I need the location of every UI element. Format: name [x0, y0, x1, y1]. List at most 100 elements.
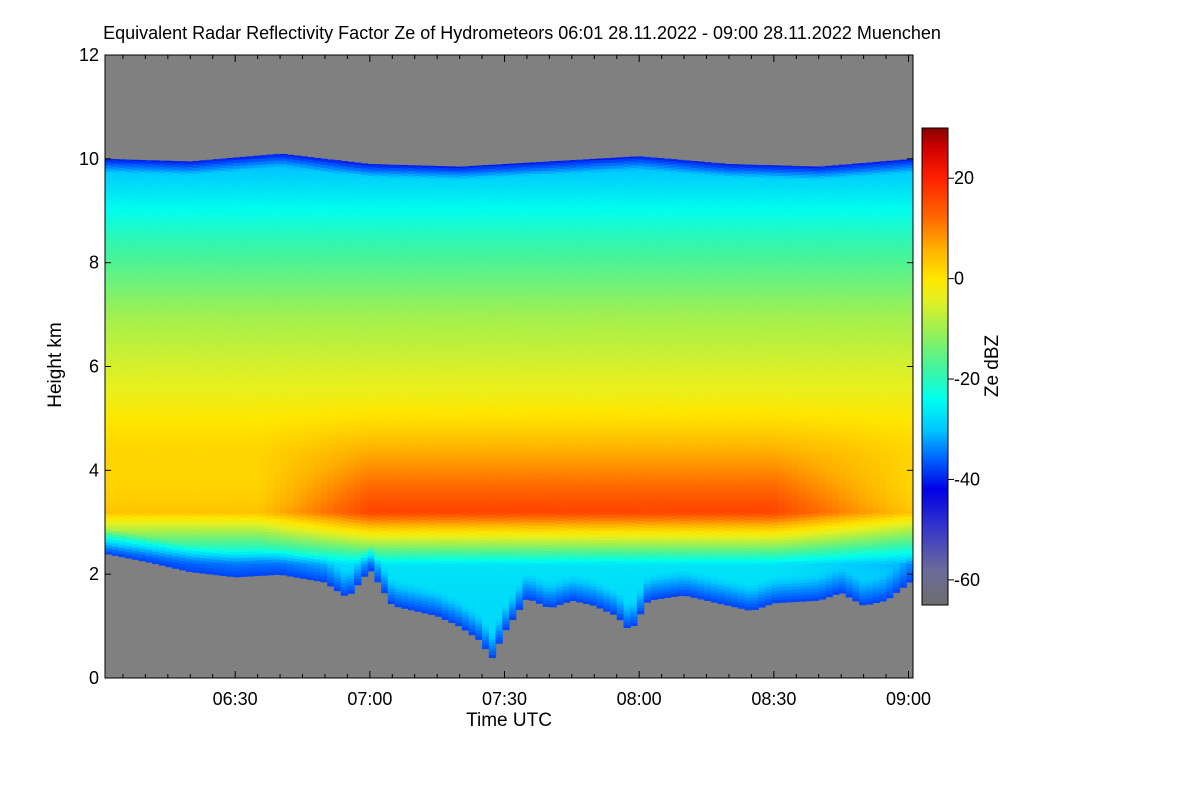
reflectivity-cell	[259, 179, 268, 184]
reflectivity-cell	[111, 340, 120, 345]
reflectivity-cell	[259, 506, 268, 511]
reflectivity-cell	[340, 492, 348, 497]
reflectivity-cell	[327, 321, 335, 325]
reflectivity-cell	[125, 168, 133, 173]
reflectivity-cell	[212, 568, 221, 573]
reflectivity-cell	[259, 357, 268, 361]
reflectivity-cell	[199, 242, 207, 247]
reflectivity-cell	[118, 441, 126, 446]
reflectivity-cell	[327, 212, 335, 216]
reflectivity-cell	[300, 188, 308, 193]
reflectivity-cell	[125, 399, 133, 403]
reflectivity-cell	[232, 392, 241, 397]
reflectivity-cell	[307, 557, 315, 562]
reflectivity-cell	[333, 518, 342, 523]
reflectivity-cell	[273, 484, 281, 488]
reflectivity-cell	[340, 445, 348, 450]
reflectivity-cell	[219, 316, 227, 321]
reflectivity-cell	[118, 497, 126, 502]
reflectivity-cell	[199, 451, 207, 456]
reflectivity-cell	[105, 385, 113, 390]
reflectivity-cell	[232, 367, 241, 372]
reflectivity-cell	[111, 393, 120, 398]
reflectivity-cell	[219, 516, 227, 520]
reflectivity-cell	[280, 400, 288, 405]
reflectivity-cell	[226, 504, 234, 509]
reflectivity-cell	[206, 430, 214, 435]
reflectivity-cell	[226, 404, 234, 409]
reflectivity-cell	[293, 455, 301, 460]
reflectivity-cell	[246, 426, 254, 431]
reflectivity-cell	[131, 431, 140, 436]
reflectivity-cell	[152, 417, 160, 421]
reflectivity-cell	[246, 395, 254, 399]
reflectivity-cell	[273, 290, 281, 295]
reflectivity-cell	[185, 399, 194, 404]
reflectivity-cell	[125, 227, 133, 232]
reflectivity-cell	[192, 223, 200, 228]
reflectivity-cell	[340, 258, 348, 263]
reflectivity-cell	[307, 464, 315, 468]
reflectivity-cell	[118, 204, 126, 209]
reflectivity-cell	[125, 202, 133, 207]
reflectivity-cell	[105, 230, 113, 234]
reflectivity-cell	[131, 269, 140, 274]
reflectivity-cell	[152, 423, 160, 428]
reflectivity-cell	[246, 563, 254, 568]
reflectivity-cell	[300, 198, 308, 202]
reflectivity-cell	[131, 285, 140, 289]
reflectivity-cell	[138, 264, 146, 269]
reflectivity-cell	[105, 345, 113, 350]
reflectivity-cell	[232, 542, 241, 547]
reflectivity-cell	[246, 460, 254, 465]
reflectivity-cell	[340, 395, 348, 400]
reflectivity-cell	[206, 224, 214, 229]
reflectivity-cell	[320, 323, 328, 327]
reflectivity-cell	[226, 267, 234, 272]
reflectivity-cell	[239, 504, 247, 509]
reflectivity-cell	[125, 165, 133, 170]
reflectivity-cell	[145, 178, 153, 183]
reflectivity-cell	[340, 539, 348, 543]
reflectivity-cell	[206, 539, 214, 544]
reflectivity-cell	[293, 155, 301, 158]
reflectivity-cell	[347, 418, 355, 423]
reflectivity-cell	[320, 235, 328, 240]
reflectivity-cell	[158, 421, 167, 426]
reflectivity-cell	[239, 339, 247, 344]
reflectivity-cell	[327, 339, 335, 344]
reflectivity-cell	[206, 389, 214, 394]
reflectivity-cell	[340, 308, 348, 313]
reflectivity-cell	[266, 475, 274, 479]
reflectivity-cell	[347, 253, 355, 258]
reflectivity-cell	[307, 183, 315, 188]
reflectivity-cell	[206, 246, 214, 251]
reflectivity-cell	[125, 265, 133, 269]
reflectivity-cell	[158, 512, 167, 516]
reflectivity-cell	[226, 320, 234, 325]
reflectivity-cell	[259, 416, 268, 420]
reflectivity-cell	[172, 393, 180, 398]
reflectivity-cell	[253, 385, 261, 390]
reflectivity-cell	[333, 434, 342, 439]
reflectivity-cell	[246, 423, 254, 427]
reflectivity-cell	[138, 454, 146, 459]
reflectivity-cell	[152, 426, 160, 431]
reflectivity-cell	[192, 491, 200, 495]
reflectivity-cell	[165, 426, 173, 431]
reflectivity-cell	[105, 357, 113, 362]
reflectivity-cell	[320, 295, 328, 299]
reflectivity-cell	[333, 425, 342, 430]
reflectivity-cell	[152, 401, 160, 406]
reflectivity-cell	[131, 387, 140, 392]
reflectivity-cell	[185, 499, 194, 504]
reflectivity-cell	[347, 446, 355, 451]
reflectivity-cell	[212, 210, 221, 214]
reflectivity-cell	[354, 460, 362, 464]
reflectivity-cell	[286, 345, 295, 350]
reflectivity-cell	[199, 473, 207, 478]
reflectivity-cell	[273, 477, 281, 482]
reflectivity-cell	[111, 306, 120, 310]
reflectivity-cell	[232, 405, 241, 410]
reflectivity-cell	[333, 500, 342, 504]
